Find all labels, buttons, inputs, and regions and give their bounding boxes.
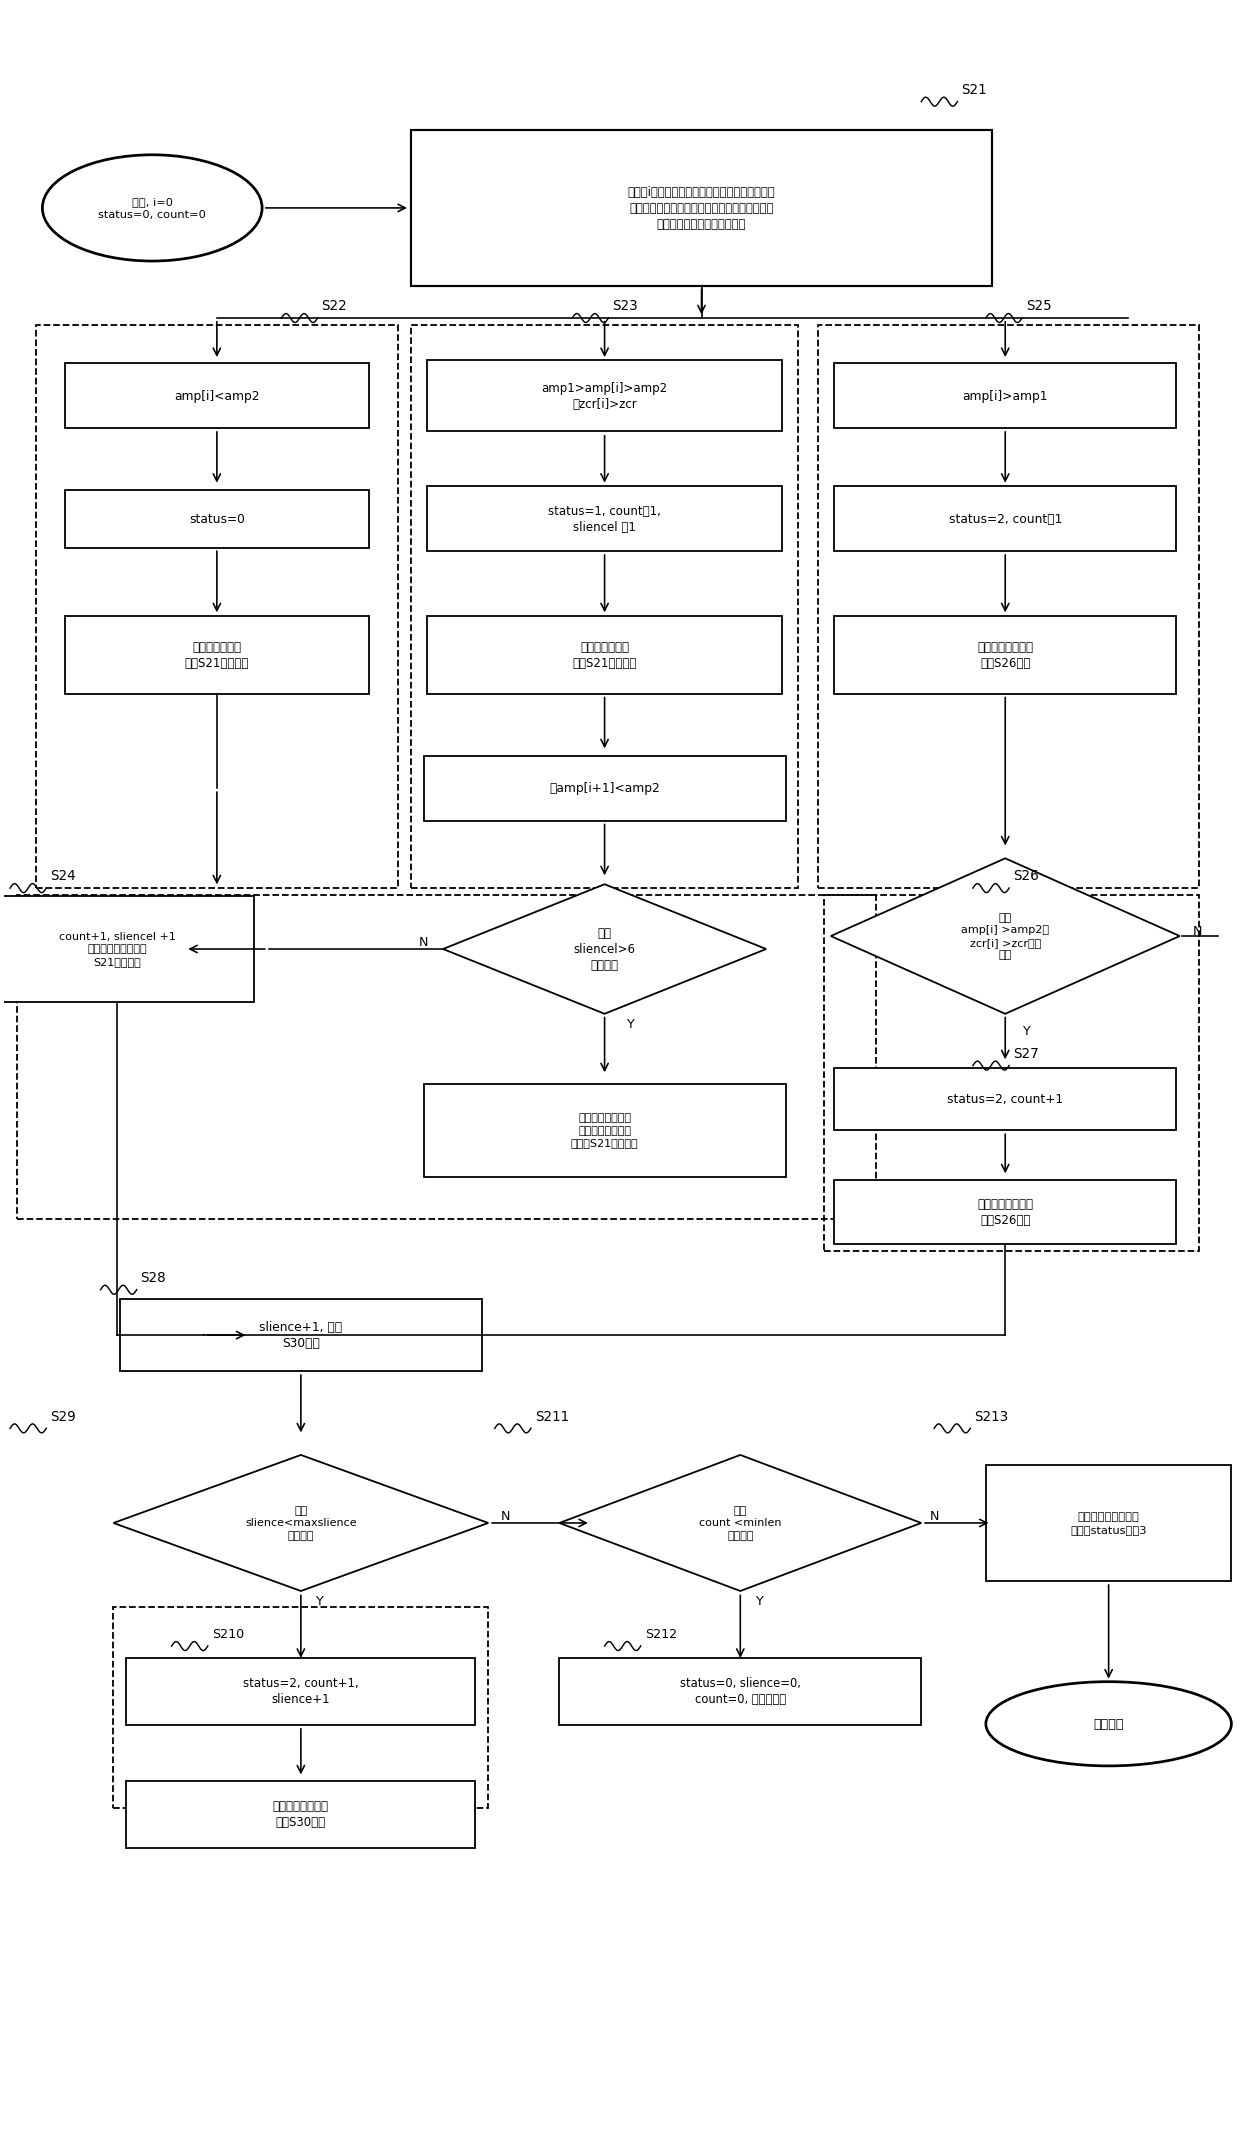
Text: slience+1, 执行
S30步骤: slience+1, 执行 S30步骤 — [259, 1322, 342, 1349]
Text: S28: S28 — [140, 1270, 166, 1285]
FancyBboxPatch shape — [427, 360, 782, 433]
Text: 下一帧信号检测，
执行S26步骤: 下一帧信号检测， 执行S26步骤 — [977, 1197, 1033, 1227]
Ellipse shape — [986, 1681, 1231, 1765]
Text: Y: Y — [316, 1594, 324, 1606]
Text: Y: Y — [1023, 1024, 1030, 1037]
Text: S24: S24 — [50, 870, 76, 883]
Text: 开始, i=0
status=0, count=0: 开始, i=0 status=0, count=0 — [98, 197, 206, 218]
Text: 下一帧信号检测
按照S21步骤进行: 下一帧信号检测 按照S21步骤进行 — [573, 640, 636, 670]
FancyBboxPatch shape — [64, 364, 368, 428]
Text: amp1>amp[i]>amp2
且zcr[i]>zcr: amp1>amp[i]>amp2 且zcr[i]>zcr — [542, 381, 667, 411]
Text: 判断
sliencel>6
是否成立: 判断 sliencel>6 是否成立 — [573, 927, 635, 972]
Polygon shape — [831, 859, 1179, 1013]
Text: S211: S211 — [534, 1409, 569, 1422]
Text: N: N — [1193, 925, 1202, 938]
Text: 下一帧信号检测，
执行S26步骤: 下一帧信号检测， 执行S26步骤 — [977, 640, 1033, 670]
FancyBboxPatch shape — [427, 617, 782, 694]
FancyBboxPatch shape — [64, 491, 368, 548]
FancyBboxPatch shape — [559, 1658, 921, 1724]
FancyBboxPatch shape — [64, 617, 368, 694]
Text: S213: S213 — [975, 1409, 1008, 1422]
Text: S23: S23 — [613, 300, 639, 313]
Text: S25: S25 — [1025, 300, 1052, 313]
Text: count+1, sliencel +1
下一帧信号检测按照
S21步骤进行: count+1, sliencel +1 下一帧信号检测按照 S21步骤进行 — [58, 932, 176, 966]
Text: 判断
count <minlen
是否成立: 判断 count <minlen 是否成立 — [699, 1506, 781, 1540]
FancyBboxPatch shape — [833, 364, 1177, 428]
FancyBboxPatch shape — [833, 1180, 1177, 1245]
Text: S27: S27 — [1013, 1047, 1039, 1060]
FancyBboxPatch shape — [424, 756, 785, 820]
Text: 下一帧信号检测
按照S21步骤进行: 下一帧信号检测 按照S21步骤进行 — [185, 640, 249, 670]
Text: S210: S210 — [212, 1628, 244, 1641]
Text: status=0: status=0 — [188, 512, 244, 525]
Text: S212: S212 — [645, 1628, 677, 1641]
Text: Y: Y — [626, 1017, 634, 1030]
Text: amp[i]>amp1: amp[i]>amp1 — [962, 390, 1048, 403]
Text: status=1, count加1,
sliencel 加1: status=1, count加1, sliencel 加1 — [548, 506, 661, 533]
Text: S29: S29 — [50, 1409, 76, 1422]
Text: Y: Y — [755, 1594, 764, 1606]
Text: S26: S26 — [1013, 870, 1039, 883]
FancyBboxPatch shape — [986, 1465, 1231, 1581]
Text: 判断
amp[i] >amp2或
zcr[i] >zcr是否
成立: 判断 amp[i] >amp2或 zcr[i] >zcr是否 成立 — [961, 912, 1049, 960]
Text: status=0, slience=0,
count=0, 再继续检测: status=0, slience=0, count=0, 再继续检测 — [680, 1677, 801, 1705]
Text: N: N — [929, 1510, 939, 1523]
Text: 判断
slience<maxslience
是否成立: 判断 slience<maxslience 是否成立 — [246, 1506, 357, 1540]
Polygon shape — [443, 885, 766, 1013]
Polygon shape — [559, 1454, 921, 1592]
Text: status=2, count+1,
slience+1: status=2, count+1, slience+1 — [243, 1677, 358, 1705]
FancyBboxPatch shape — [833, 486, 1177, 550]
FancyBboxPatch shape — [126, 1780, 475, 1849]
FancyBboxPatch shape — [424, 1084, 785, 1178]
Text: 若amp[i+1]<amp2: 若amp[i+1]<amp2 — [549, 782, 660, 795]
Text: N: N — [500, 1510, 510, 1523]
Text: S21: S21 — [961, 84, 987, 96]
FancyBboxPatch shape — [126, 1658, 475, 1724]
Text: 舍弃前面的语音部
分，下一帧信号检
测按照S21步骤进行: 舍弃前面的语音部 分，下一帧信号检 测按照S21步骤进行 — [570, 1114, 639, 1148]
FancyBboxPatch shape — [427, 486, 782, 550]
Text: 语音已经检测，将相
关参数status置为3: 语音已经检测，将相 关参数status置为3 — [1070, 1512, 1147, 1534]
Text: status=2, count加1: status=2, count加1 — [949, 512, 1061, 525]
Ellipse shape — [42, 154, 262, 261]
Text: 判断第i帧语音信号的能量与最低能量阈值、最高
能量阈值的大小，判断过零率与过零率阈值的大
小以及判断语音长度计量变量: 判断第i帧语音信号的能量与最低能量阈值、最高 能量阈值的大小，判断过零率与过零率… — [627, 186, 775, 231]
FancyBboxPatch shape — [410, 131, 992, 287]
Text: 结束流程: 结束流程 — [1094, 1718, 1123, 1731]
FancyBboxPatch shape — [833, 1069, 1177, 1131]
Polygon shape — [113, 1454, 489, 1592]
Text: amp[i]<amp2: amp[i]<amp2 — [174, 390, 259, 403]
Text: status=2, count+1: status=2, count+1 — [947, 1092, 1063, 1105]
FancyBboxPatch shape — [833, 617, 1177, 694]
Text: N: N — [419, 936, 428, 949]
FancyBboxPatch shape — [120, 1300, 481, 1371]
Text: S22: S22 — [321, 300, 347, 313]
FancyBboxPatch shape — [0, 895, 254, 1002]
Text: 下一帧信号检测，
执行S30步骤: 下一帧信号检测， 执行S30步骤 — [273, 1799, 329, 1829]
